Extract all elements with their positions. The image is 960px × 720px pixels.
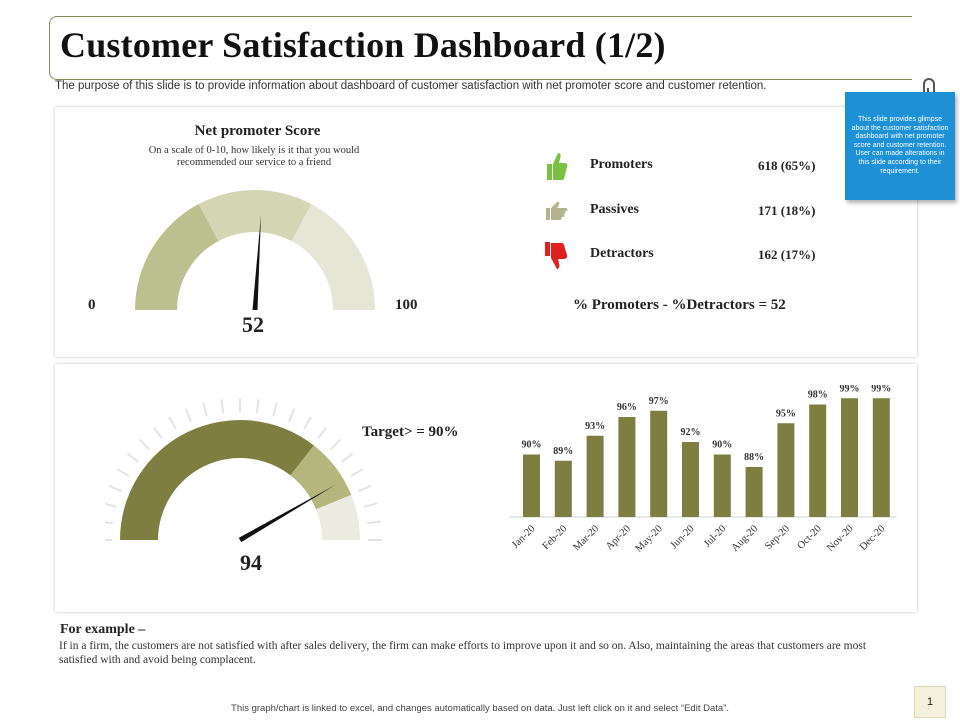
example-title: For example –	[60, 622, 146, 637]
x-tick-label: Nov-20	[825, 523, 855, 553]
bar-Jun-20[interactable]	[682, 442, 699, 517]
x-tick-label: Apr-20	[604, 523, 633, 552]
retention-gauge-ticks	[105, 398, 382, 541]
title-frame	[49, 16, 912, 80]
gauge-tick	[363, 502, 378, 508]
gauge-tick	[138, 438, 151, 451]
retention-value: 94	[240, 550, 262, 575]
bar-data-label: 99%	[840, 385, 860, 394]
passives-value: 171 (18%)	[758, 203, 816, 218]
footer-note: This graph/chart is linked to excel, and…	[231, 703, 729, 714]
bar-data-label: 96%	[617, 402, 637, 413]
bar-data-label: 89%	[553, 446, 573, 457]
gauge-tick	[366, 520, 381, 525]
gauge-tick	[202, 402, 208, 417]
bar-May-20[interactable]	[650, 410, 668, 517]
nps-gauge-segment-3	[291, 204, 375, 310]
retention-panel	[55, 364, 917, 612]
example-body: If in a firm, the customers are not sati…	[59, 640, 867, 666]
promoters-value: 618 (65%)	[758, 158, 816, 173]
gauge-tick	[255, 399, 260, 414]
x-tick-label: May-20	[634, 523, 665, 554]
bar-Apr-20[interactable]	[618, 417, 636, 517]
x-tick-label: Jan-20	[510, 523, 538, 551]
gauge-tick	[317, 426, 328, 440]
nps-description-line-1: On a scale of 0-10, how likely is it tha…	[148, 145, 360, 156]
x-tick-label: Sep-20	[763, 523, 792, 552]
page-title: Customer Satisfaction Dashboard (1/2)	[60, 25, 666, 65]
nps-needle	[252, 215, 261, 311]
gauge-tick	[357, 484, 372, 492]
gauge-tick	[303, 416, 312, 430]
x-tick-label: Jul-20	[702, 523, 728, 549]
bar-data-label: 88%	[744, 452, 764, 463]
bar-data-label: 92%	[681, 427, 701, 438]
detractors-value: 162 (17%)	[758, 247, 816, 262]
hand-icon	[546, 201, 568, 220]
x-tick-label: Mar-20	[571, 523, 601, 553]
gauge-tick	[105, 502, 117, 508]
gauge-tick	[152, 426, 163, 440]
nps-formula: % Promoters - %Detractors = 52	[573, 297, 786, 313]
retention-needle	[238, 485, 336, 543]
gauge-tick	[126, 452, 140, 463]
retention-gauge-segment-2	[290, 445, 352, 510]
retention-target: Target> = 90%	[362, 424, 459, 440]
gauge-tick	[105, 521, 114, 525]
bar-data-label: 95%	[776, 408, 796, 419]
bar-Jan-20[interactable]	[523, 454, 540, 518]
gauge-tick	[116, 468, 130, 477]
bar-data-label: 90%	[712, 440, 732, 451]
nps-max-label: 100	[395, 297, 418, 313]
nps-min-label: 0	[88, 297, 96, 313]
bar-Sep-20[interactable]	[777, 423, 795, 517]
bar-data-label: 99%	[871, 385, 891, 394]
nps-title: Net promoter Score	[194, 123, 321, 139]
bar-Nov-20[interactable]	[841, 398, 858, 517]
gauge-tick	[108, 484, 123, 492]
detractors-label: Detractors	[590, 246, 654, 261]
sticky-note: This slide provides glimpse about the cu…	[845, 92, 955, 200]
gauge-tick	[168, 416, 177, 430]
bar-Dec-20[interactable]	[872, 398, 890, 517]
gauge-tick	[329, 438, 342, 451]
bar-data-label: 93%	[585, 421, 605, 432]
retention-gauge-segment-3	[316, 495, 360, 540]
gauge-tick	[340, 452, 354, 463]
thumbs-up-icon	[547, 153, 568, 180]
gauge-tick	[288, 408, 296, 423]
page-subtitle: The purpose of this slide is to provide …	[55, 80, 767, 92]
retention-gauge[interactable]	[105, 385, 405, 550]
x-tick-label: Feb-20	[541, 523, 570, 552]
monthly-satisfaction-bar-chart[interactable]: 90% Jan-20 89% Feb-20 93% Mar-20 96% Apr-20 97% M…	[500, 385, 910, 585]
page-number: 1	[914, 686, 946, 718]
promoters-label: Promoters	[590, 157, 653, 172]
gauge-tick	[220, 399, 225, 414]
gauge-tick	[272, 402, 278, 417]
nps-gauge-segment-2	[198, 190, 312, 242]
nps-description-line-2: recommended our service to a friend	[176, 157, 332, 168]
gauge-tick	[350, 468, 364, 477]
x-tick-label: Jun-20	[669, 523, 697, 551]
bar-Oct-20[interactable]	[809, 404, 827, 518]
bar-Feb-20[interactable]	[554, 460, 572, 517]
nps-description: On a scale of 0-10, how likely is it tha…	[129, 145, 379, 169]
bar-data-label: 97%	[649, 396, 669, 407]
bar-data-label: 98%	[808, 390, 828, 401]
bar-Aug-20[interactable]	[745, 467, 763, 517]
gauge-tick	[184, 408, 192, 423]
passives-label: Passives	[590, 202, 639, 217]
x-tick-label: Dec-20	[858, 523, 888, 553]
nps-value: 52	[242, 312, 264, 337]
nps-gauge-segment-1	[135, 204, 219, 310]
bar-data-label: 90%	[522, 440, 542, 451]
bar-Mar-20[interactable]	[586, 435, 604, 517]
bar-Jul-20[interactable]	[713, 454, 731, 518]
retention-gauge-segment-1	[120, 419, 314, 540]
x-tick-label: Aug-20	[730, 523, 760, 553]
x-tick-label: Oct-20	[795, 523, 823, 551]
thumbs-down-icon	[545, 242, 568, 269]
nps-gauge[interactable]	[120, 180, 390, 320]
